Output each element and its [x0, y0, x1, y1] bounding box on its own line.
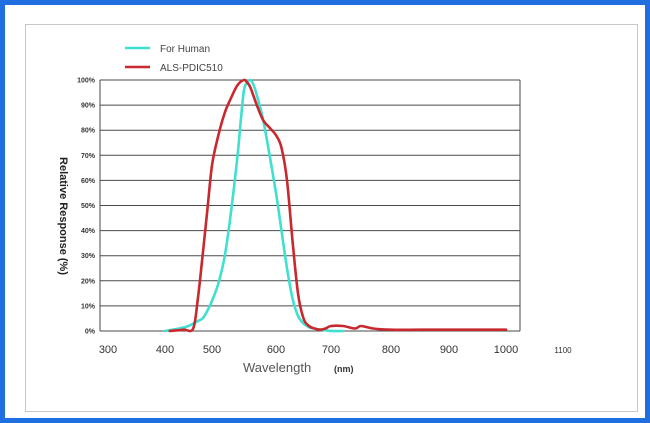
y-tick-label: 0%: [85, 329, 96, 336]
y-tick-label: 70%: [81, 153, 96, 160]
y-tick-label: 10%: [81, 303, 96, 310]
legend: For Human ALS-PDIC510: [125, 44, 223, 74]
x-tick-label: 800: [382, 344, 400, 356]
x-tick-label: 500: [203, 344, 221, 356]
legend-label-als-pdic510: ALS-PDIC510: [160, 63, 223, 74]
x-tick-label: 1000: [494, 344, 518, 356]
x-tick-labels: 300 400 500 600 700 800 900 1000 1100: [99, 344, 572, 356]
chart-panel: [25, 24, 638, 412]
y-axis-label: Relative Response (%): [57, 157, 69, 275]
x-axis-unit: (nm): [334, 364, 354, 374]
y-tick-label: 40%: [81, 228, 96, 235]
y-tick-label: 60%: [81, 178, 96, 185]
series-lines: [163, 78, 508, 333]
y-tick-label: 30%: [81, 253, 96, 260]
x-tick-label: 900: [440, 344, 458, 356]
y-tick-labels: 0% 10% 20% 30% 40% 50% 60% 70% 80% 90% 100%: [77, 78, 96, 336]
series-line-als-pdic510: [168, 78, 508, 333]
x-tick-label: 300: [99, 344, 117, 356]
y-tick-label: 50%: [81, 203, 96, 210]
y-tick-label: 80%: [81, 128, 96, 135]
x-tick-label: 400: [156, 344, 174, 356]
x-tick-label: 600: [267, 344, 285, 356]
legend-label-for-human: For Human: [160, 44, 210, 55]
y-tick-label: 20%: [81, 278, 96, 285]
x-tick-label: 1100: [554, 346, 572, 355]
y-tick-label: 90%: [81, 103, 96, 110]
x-tick-label: 700: [322, 344, 340, 356]
x-axis-label: Wavelength: [243, 360, 311, 375]
grid-lines: [99, 79, 521, 332]
y-tick-label: 100%: [77, 78, 96, 85]
